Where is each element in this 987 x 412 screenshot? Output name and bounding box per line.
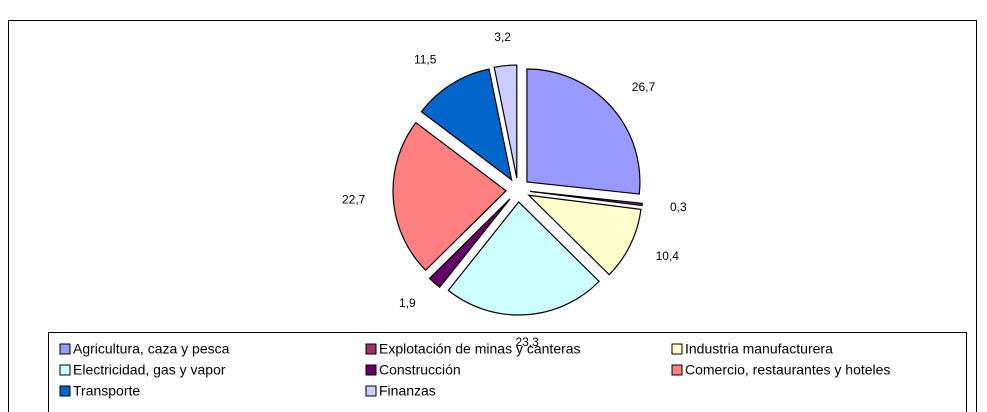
legend-swatch xyxy=(671,364,683,376)
pie-slice xyxy=(420,68,513,182)
data-label: 22,7 xyxy=(342,192,366,206)
pie-slice xyxy=(392,121,507,272)
legend-label: Finanzas xyxy=(379,383,436,399)
legend-swatch xyxy=(365,343,377,355)
legend-swatch xyxy=(59,343,71,355)
legend-label: Construcción xyxy=(379,362,461,378)
data-label: 23,3 xyxy=(515,335,539,349)
legend-label: Electricidad, gas y vapor xyxy=(73,362,226,378)
legend-label: Comercio, restaurantes y hoteles xyxy=(685,362,890,378)
pie-slice xyxy=(529,190,643,207)
data-label: 11,5 xyxy=(414,53,437,67)
legend-swatch xyxy=(671,343,683,355)
legend-label: Transporte xyxy=(73,383,140,399)
data-label: 10,4 xyxy=(656,249,680,263)
legend-label: Industria manufacturera xyxy=(685,341,833,357)
legend-swatch xyxy=(365,364,377,376)
data-label: 3,2 xyxy=(494,30,511,44)
pie-slice xyxy=(447,201,600,316)
data-label: 0,3 xyxy=(670,200,687,214)
pie-slice xyxy=(526,68,641,195)
pie-slice xyxy=(493,64,518,179)
legend-label: Explotación de minas y canteras xyxy=(379,341,581,357)
legend-swatch xyxy=(59,364,71,376)
legend-swatch xyxy=(59,385,71,397)
legend-box xyxy=(48,332,967,412)
data-label: 26,7 xyxy=(632,80,656,94)
data-label: 1,9 xyxy=(399,296,416,310)
pie-slice xyxy=(527,194,642,276)
pie-slice xyxy=(428,198,511,289)
legend-label: Agricultura, caza y pesca xyxy=(73,341,230,357)
legend-swatch xyxy=(365,385,377,397)
